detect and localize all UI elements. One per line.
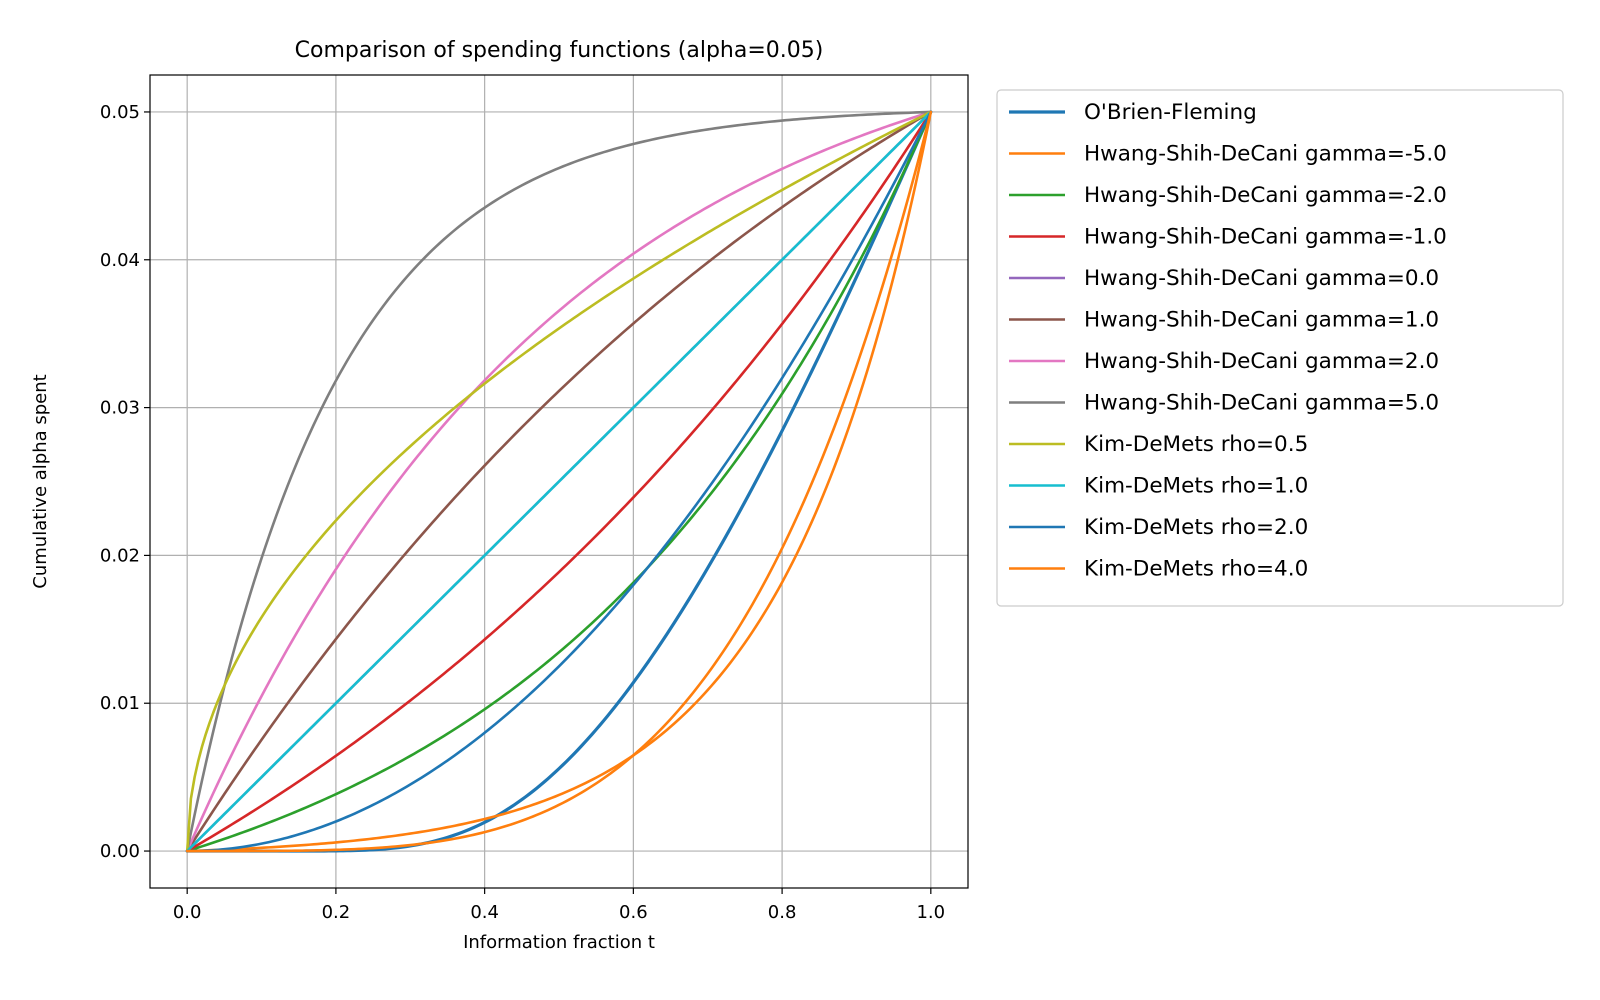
legend-label-7: Hwang-Shih-DeCani gamma=5.0	[1084, 391, 1439, 416]
y-tick-label-4: 0.04	[100, 250, 140, 271]
y-axis-label: Cumulative alpha spent	[30, 374, 51, 588]
series-line-10	[185, 110, 933, 853]
legend-label-9: Kim-DeMets rho=1.0	[1084, 474, 1308, 499]
grid-lines	[150, 75, 968, 888]
x-tick-label-5: 1.0	[916, 902, 945, 923]
series-line-6	[185, 110, 933, 853]
series-lines	[185, 110, 933, 853]
axis-ticks: 0.0 0.2 0.4 0.6 0.8 1.0 0.00 0.01 0.02 0.03 0.04 0.…	[100, 102, 945, 923]
legend-box	[996, 89, 1564, 607]
series-line-8	[185, 110, 933, 853]
legend-label-8: Kim-DeMets rho=0.5	[1084, 432, 1308, 457]
series-line-7	[185, 110, 933, 853]
legend-label-2: Hwang-Shih-DeCani gamma=-2.0	[1084, 183, 1447, 208]
chart-title: Comparison of spending functions (alpha=…	[295, 38, 824, 63]
series-line-2	[185, 110, 933, 853]
y-tick-label-5: 0.05	[100, 102, 140, 123]
series-line-11	[185, 110, 933, 853]
legend-label-4: Hwang-Shih-DeCani gamma=0.0	[1084, 266, 1439, 291]
x-tick-label-2: 0.4	[470, 902, 499, 923]
x-tick-label-3: 0.6	[619, 902, 648, 923]
series-line-5	[185, 110, 933, 853]
series-line-1	[185, 110, 933, 853]
x-tick-label-4: 0.8	[768, 902, 797, 923]
legend-label-1: Hwang-Shih-DeCani gamma=-5.0	[1084, 142, 1447, 167]
legend: O'Brien-Fleming Hwang-Shih-DeCani gamma=-…	[996, 89, 1564, 607]
legend-label-10: Kim-DeMets rho=2.0	[1084, 515, 1308, 540]
y-tick-label-1: 0.01	[100, 693, 140, 714]
x-tick-label-1: 0.2	[322, 902, 351, 923]
legend-label-6: Hwang-Shih-DeCani gamma=2.0	[1084, 349, 1439, 374]
legend-label-0: O'Brien-Fleming	[1084, 100, 1257, 125]
plot-area-frame	[149, 74, 969, 889]
series-line-9	[185, 110, 933, 853]
y-tick-label-3: 0.03	[100, 398, 140, 419]
legend-label-5: Hwang-Shih-DeCani gamma=1.0	[1084, 308, 1439, 333]
x-tick-label-0: 0.0	[173, 902, 202, 923]
y-tick-label-0: 0.00	[100, 841, 140, 862]
legend-label-3: Hwang-Shih-DeCani gamma=-1.0	[1084, 225, 1447, 250]
y-tick-label-2: 0.02	[100, 545, 140, 566]
series-line-3	[185, 110, 933, 853]
x-axis-label: Information fraction t	[463, 932, 655, 953]
legend-label-11: Kim-DeMets rho=4.0	[1084, 557, 1308, 582]
